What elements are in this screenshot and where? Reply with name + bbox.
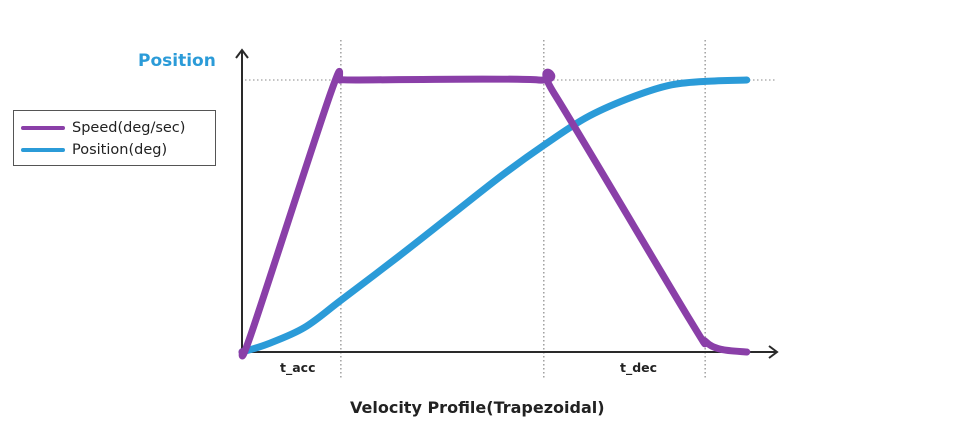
x-tick-label-t-acc: t_acc (280, 360, 316, 375)
y-axis-title: Position (138, 51, 216, 71)
legend-swatch-position (21, 148, 65, 152)
y-axis-arrow (235, 48, 249, 59)
legend: Speed(deg/sec) Position(deg) (13, 110, 216, 166)
axes-layer (235, 48, 779, 359)
series-layer (238, 68, 751, 360)
speed-series-line (238, 68, 751, 360)
legend-item-speed: Speed(deg/sec) (14, 118, 185, 138)
legend-label-position: Position(deg) (72, 142, 168, 158)
x-tick-label-t-dec: t_dec (620, 360, 658, 375)
legend-item-position: Position(deg) (14, 140, 167, 160)
legend-label-speed: Speed(deg/sec) (72, 120, 186, 136)
legend-swatch-speed (21, 126, 65, 130)
position-series-line (238, 76, 751, 356)
x-axis-arrow (768, 345, 779, 359)
chart-title: Velocity Profile(Trapezoidal) (350, 398, 605, 417)
